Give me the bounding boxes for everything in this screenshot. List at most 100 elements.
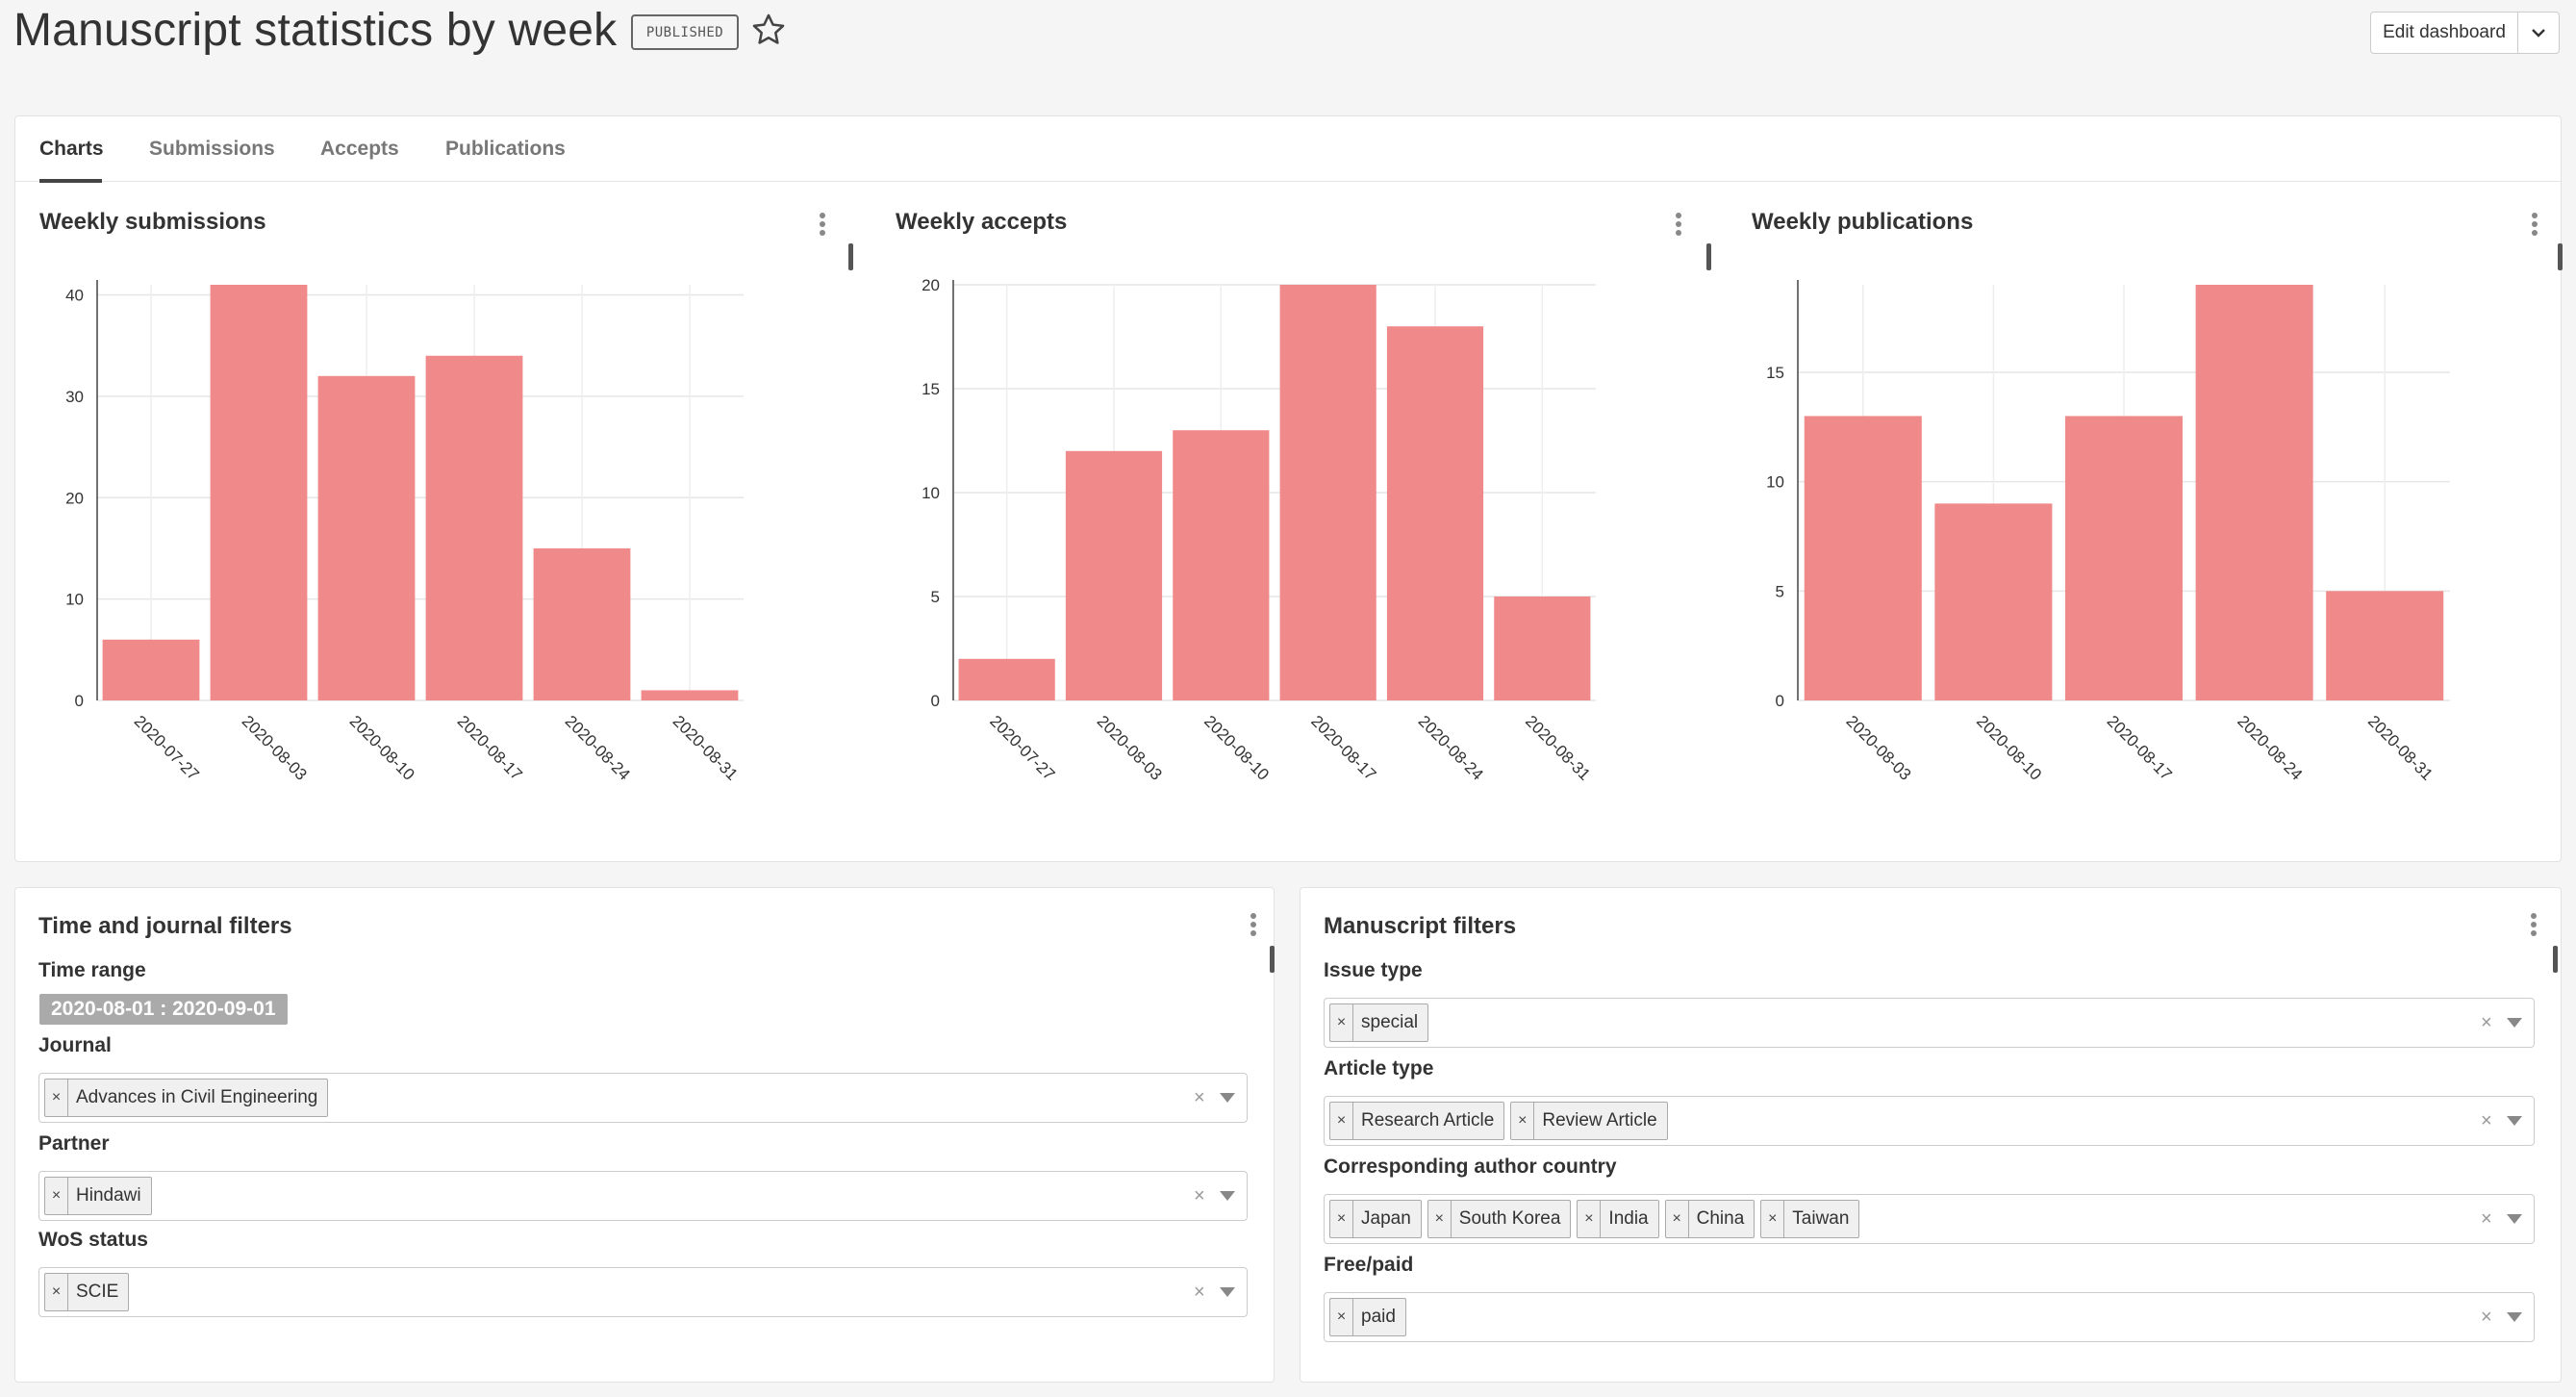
- chart-menu-icon[interactable]: [1672, 213, 1685, 241]
- free-paid-select[interactable]: × paid ×: [1324, 1292, 2535, 1342]
- remove-tag-icon[interactable]: ×: [1428, 1201, 1452, 1237]
- dropdown-arrow-icon[interactable]: [1220, 1287, 1235, 1297]
- edit-dashboard-dropdown[interactable]: [2517, 12, 2560, 54]
- country-tag-label: Taiwan: [1792, 1208, 1850, 1229]
- bar[interactable]: [1065, 450, 1163, 700]
- bar[interactable]: [210, 285, 308, 700]
- y-tick-label: 5: [1776, 582, 1784, 600]
- edit-dashboard-button[interactable]: Edit dashboard: [2370, 12, 2518, 54]
- bar[interactable]: [533, 547, 631, 700]
- remove-tag-icon[interactable]: ×: [1330, 1004, 1353, 1041]
- resize-handle[interactable]: [2558, 243, 2563, 270]
- panel-menu-icon[interactable]: [2527, 913, 2540, 942]
- article-type-tag: × Review Article: [1510, 1102, 1668, 1140]
- chart-menu-icon[interactable]: [816, 213, 829, 241]
- country-tag: × Japan: [1329, 1200, 1422, 1238]
- y-tick-label: 0: [75, 692, 84, 710]
- country-tag: × Taiwan: [1760, 1200, 1860, 1238]
- manuscript-filters-panel: Manuscript filters Issue type × special ×…: [1300, 887, 2562, 1383]
- article-type-select[interactable]: × Research Article × Review Article ×: [1324, 1096, 2535, 1146]
- clear-icon[interactable]: ×: [2481, 1208, 2492, 1230]
- country-tag-label: China: [1696, 1208, 1745, 1229]
- country-select[interactable]: × Japan × South Korea × India × China × Taiwan ×: [1324, 1194, 2535, 1244]
- remove-tag-icon[interactable]: ×: [45, 1178, 68, 1214]
- bar[interactable]: [1494, 597, 1591, 700]
- bar[interactable]: [958, 658, 1055, 700]
- resize-handle[interactable]: [2553, 946, 2558, 973]
- issue-type-select[interactable]: × special ×: [1324, 998, 2535, 1048]
- journal-label: Journal: [38, 1034, 112, 1056]
- remove-tag-icon[interactable]: ×: [1666, 1201, 1689, 1237]
- bar[interactable]: [1386, 326, 1484, 700]
- partner-select[interactable]: × Hindawi ×: [38, 1171, 1248, 1221]
- partner-tag: × Hindawi: [44, 1177, 152, 1215]
- partner-label: Partner: [38, 1132, 110, 1155]
- y-tick-label: 40: [65, 287, 84, 305]
- y-tick-label: 10: [1766, 473, 1784, 492]
- active-tab-indicator: [39, 179, 102, 183]
- clear-icon[interactable]: ×: [1194, 1087, 1205, 1108]
- clear-icon[interactable]: ×: [2481, 1110, 2492, 1131]
- dropdown-arrow-icon[interactable]: [2507, 1018, 2522, 1028]
- free-paid-tag-label: paid: [1361, 1307, 1396, 1327]
- bar[interactable]: [425, 355, 523, 700]
- bar[interactable]: [317, 375, 416, 700]
- tab-publications[interactable]: Publications: [445, 138, 566, 160]
- article-type-tags: × Research Article × Review Article: [1329, 1102, 1668, 1140]
- remove-tag-icon[interactable]: ×: [1330, 1103, 1353, 1139]
- wos-status-select[interactable]: × SCIE ×: [38, 1267, 1248, 1317]
- remove-tag-icon[interactable]: ×: [1578, 1201, 1602, 1237]
- y-tick-label: 0: [1776, 692, 1784, 710]
- panel-menu-icon[interactable]: [1247, 913, 1260, 942]
- star-icon[interactable]: [750, 12, 787, 48]
- remove-tag-icon[interactable]: ×: [1330, 1201, 1353, 1237]
- wos-tag-label: SCIE: [76, 1282, 119, 1302]
- time-range-value[interactable]: 2020-08-01 : 2020-09-01: [39, 994, 288, 1025]
- resize-handle[interactable]: [1270, 946, 1275, 973]
- chart-menu-icon[interactable]: [2528, 213, 2541, 241]
- remove-tag-icon[interactable]: ×: [45, 1274, 68, 1310]
- x-tick-label: 2020-08-10: [1973, 712, 2045, 784]
- tab-submissions[interactable]: Submissions: [149, 138, 275, 160]
- bar[interactable]: [102, 639, 200, 700]
- clear-icon[interactable]: ×: [2481, 1012, 2492, 1033]
- clear-icon[interactable]: ×: [1194, 1282, 1205, 1303]
- remove-tag-icon[interactable]: ×: [1761, 1201, 1785, 1237]
- dropdown-arrow-icon[interactable]: [2507, 1116, 2522, 1126]
- dropdown-arrow-icon[interactable]: [2507, 1214, 2522, 1224]
- journal-tag-label: Advances in Civil Engineering: [76, 1087, 318, 1107]
- resize-handle[interactable]: [1706, 243, 1711, 270]
- bar[interactable]: [1279, 285, 1376, 700]
- free-paid-label: Free/paid: [1324, 1254, 1414, 1276]
- remove-tag-icon[interactable]: ×: [45, 1080, 68, 1116]
- bar[interactable]: [2064, 416, 2184, 700]
- partner-tag-label: Hindawi: [76, 1185, 141, 1206]
- dropdown-arrow-icon[interactable]: [1220, 1191, 1235, 1201]
- journal-select[interactable]: × Advances in Civil Engineering ×: [38, 1073, 1248, 1123]
- bar[interactable]: [1173, 430, 1270, 700]
- dropdown-arrow-icon[interactable]: [2507, 1312, 2522, 1322]
- tab-accepts[interactable]: Accepts: [320, 138, 399, 160]
- x-tick-label: 2020-08-24: [2234, 712, 2306, 784]
- wos-tag: × SCIE: [44, 1273, 130, 1311]
- article-type-tag-label: Review Article: [1542, 1110, 1657, 1130]
- bar[interactable]: [641, 690, 739, 700]
- clear-icon[interactable]: ×: [1194, 1185, 1205, 1206]
- remove-tag-icon[interactable]: ×: [1330, 1299, 1353, 1335]
- bar[interactable]: [2195, 285, 2313, 700]
- article-type-label: Article type: [1324, 1057, 1434, 1080]
- resize-handle[interactable]: [848, 243, 853, 270]
- tab-charts[interactable]: Charts: [39, 138, 104, 160]
- dropdown-arrow-icon[interactable]: [1220, 1093, 1235, 1103]
- chart-title-submissions: Weekly submissions: [39, 209, 266, 235]
- issue-type-label: Issue type: [1324, 959, 1423, 981]
- bar[interactable]: [1804, 416, 1922, 700]
- clear-icon[interactable]: ×: [2481, 1307, 2492, 1328]
- bar[interactable]: [1934, 503, 2053, 700]
- chart-weekly-publications: 0 5 10 15 2020-08-03 2020-08-10 2020-08-17 2020…: [1766, 280, 2450, 784]
- filter-panel-title: Manuscript filters: [1324, 913, 1517, 939]
- bar[interactable]: [2326, 591, 2444, 700]
- remove-tag-icon[interactable]: ×: [1511, 1103, 1535, 1139]
- wos-status-label: WoS status: [38, 1229, 148, 1251]
